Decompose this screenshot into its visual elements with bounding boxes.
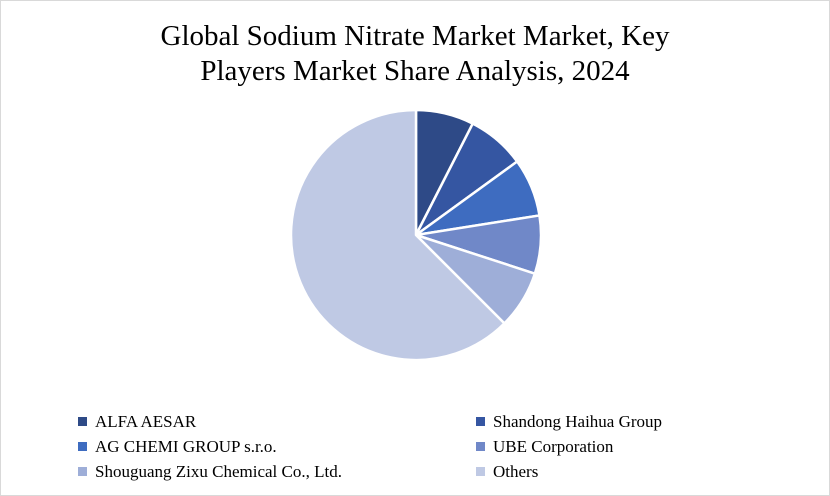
legend-swatch-alfa-aesar bbox=[78, 417, 87, 426]
pie-slice-others bbox=[289, 108, 506, 362]
legend-swatch-others bbox=[476, 467, 485, 476]
legend-label-shandong-haihua: Shandong Haihua Group bbox=[493, 411, 663, 431]
legend-label-others: Others bbox=[493, 461, 539, 481]
legend-label-shouguang-zixu: Shouguang Zixu Chemical Co., Ltd. bbox=[95, 461, 342, 481]
legend-item-ube: UBE Corporation bbox=[476, 434, 776, 459]
legend-item-ag-chemi: AG CHEMI GROUP s.r.o. bbox=[78, 434, 476, 459]
legend-label-alfa-aesar: ALFA AESAR bbox=[95, 411, 197, 431]
legend-item-shouguang-zixu: Shouguang Zixu Chemical Co., Ltd. bbox=[78, 459, 476, 484]
legend-label-ag-chemi: AG CHEMI GROUP s.r.o. bbox=[95, 436, 277, 456]
chart-title-line-1: Global Sodium Nitrate Market Market, Key bbox=[160, 20, 670, 52]
legend-swatch-ag-chemi bbox=[78, 442, 87, 451]
chart-title: Global Sodium Nitrate Market Market, Key… bbox=[1, 19, 829, 89]
legend: ALFA AESAR Shandong Haihua Group AG CHEM… bbox=[78, 409, 778, 484]
legend-swatch-shouguang-zixu bbox=[78, 467, 87, 476]
legend-item-shandong-haihua: Shandong Haihua Group bbox=[476, 409, 776, 434]
legend-swatch-ube bbox=[476, 442, 485, 451]
legend-item-others: Others bbox=[476, 459, 776, 484]
chart-title-line-2: Players Market Share Analysis, 2024 bbox=[200, 55, 630, 87]
legend-swatch-shandong-haihua bbox=[476, 417, 485, 426]
legend-label-ube: UBE Corporation bbox=[493, 436, 614, 456]
legend-item-alfa-aesar: ALFA AESAR bbox=[78, 409, 476, 434]
